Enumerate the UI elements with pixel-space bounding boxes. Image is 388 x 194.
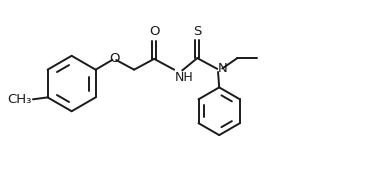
Text: NH: NH (175, 71, 193, 84)
Text: N: N (218, 62, 227, 75)
Text: S: S (193, 25, 201, 38)
Text: O: O (109, 52, 120, 65)
Text: CH₃: CH₃ (7, 93, 31, 106)
Text: O: O (149, 25, 159, 38)
